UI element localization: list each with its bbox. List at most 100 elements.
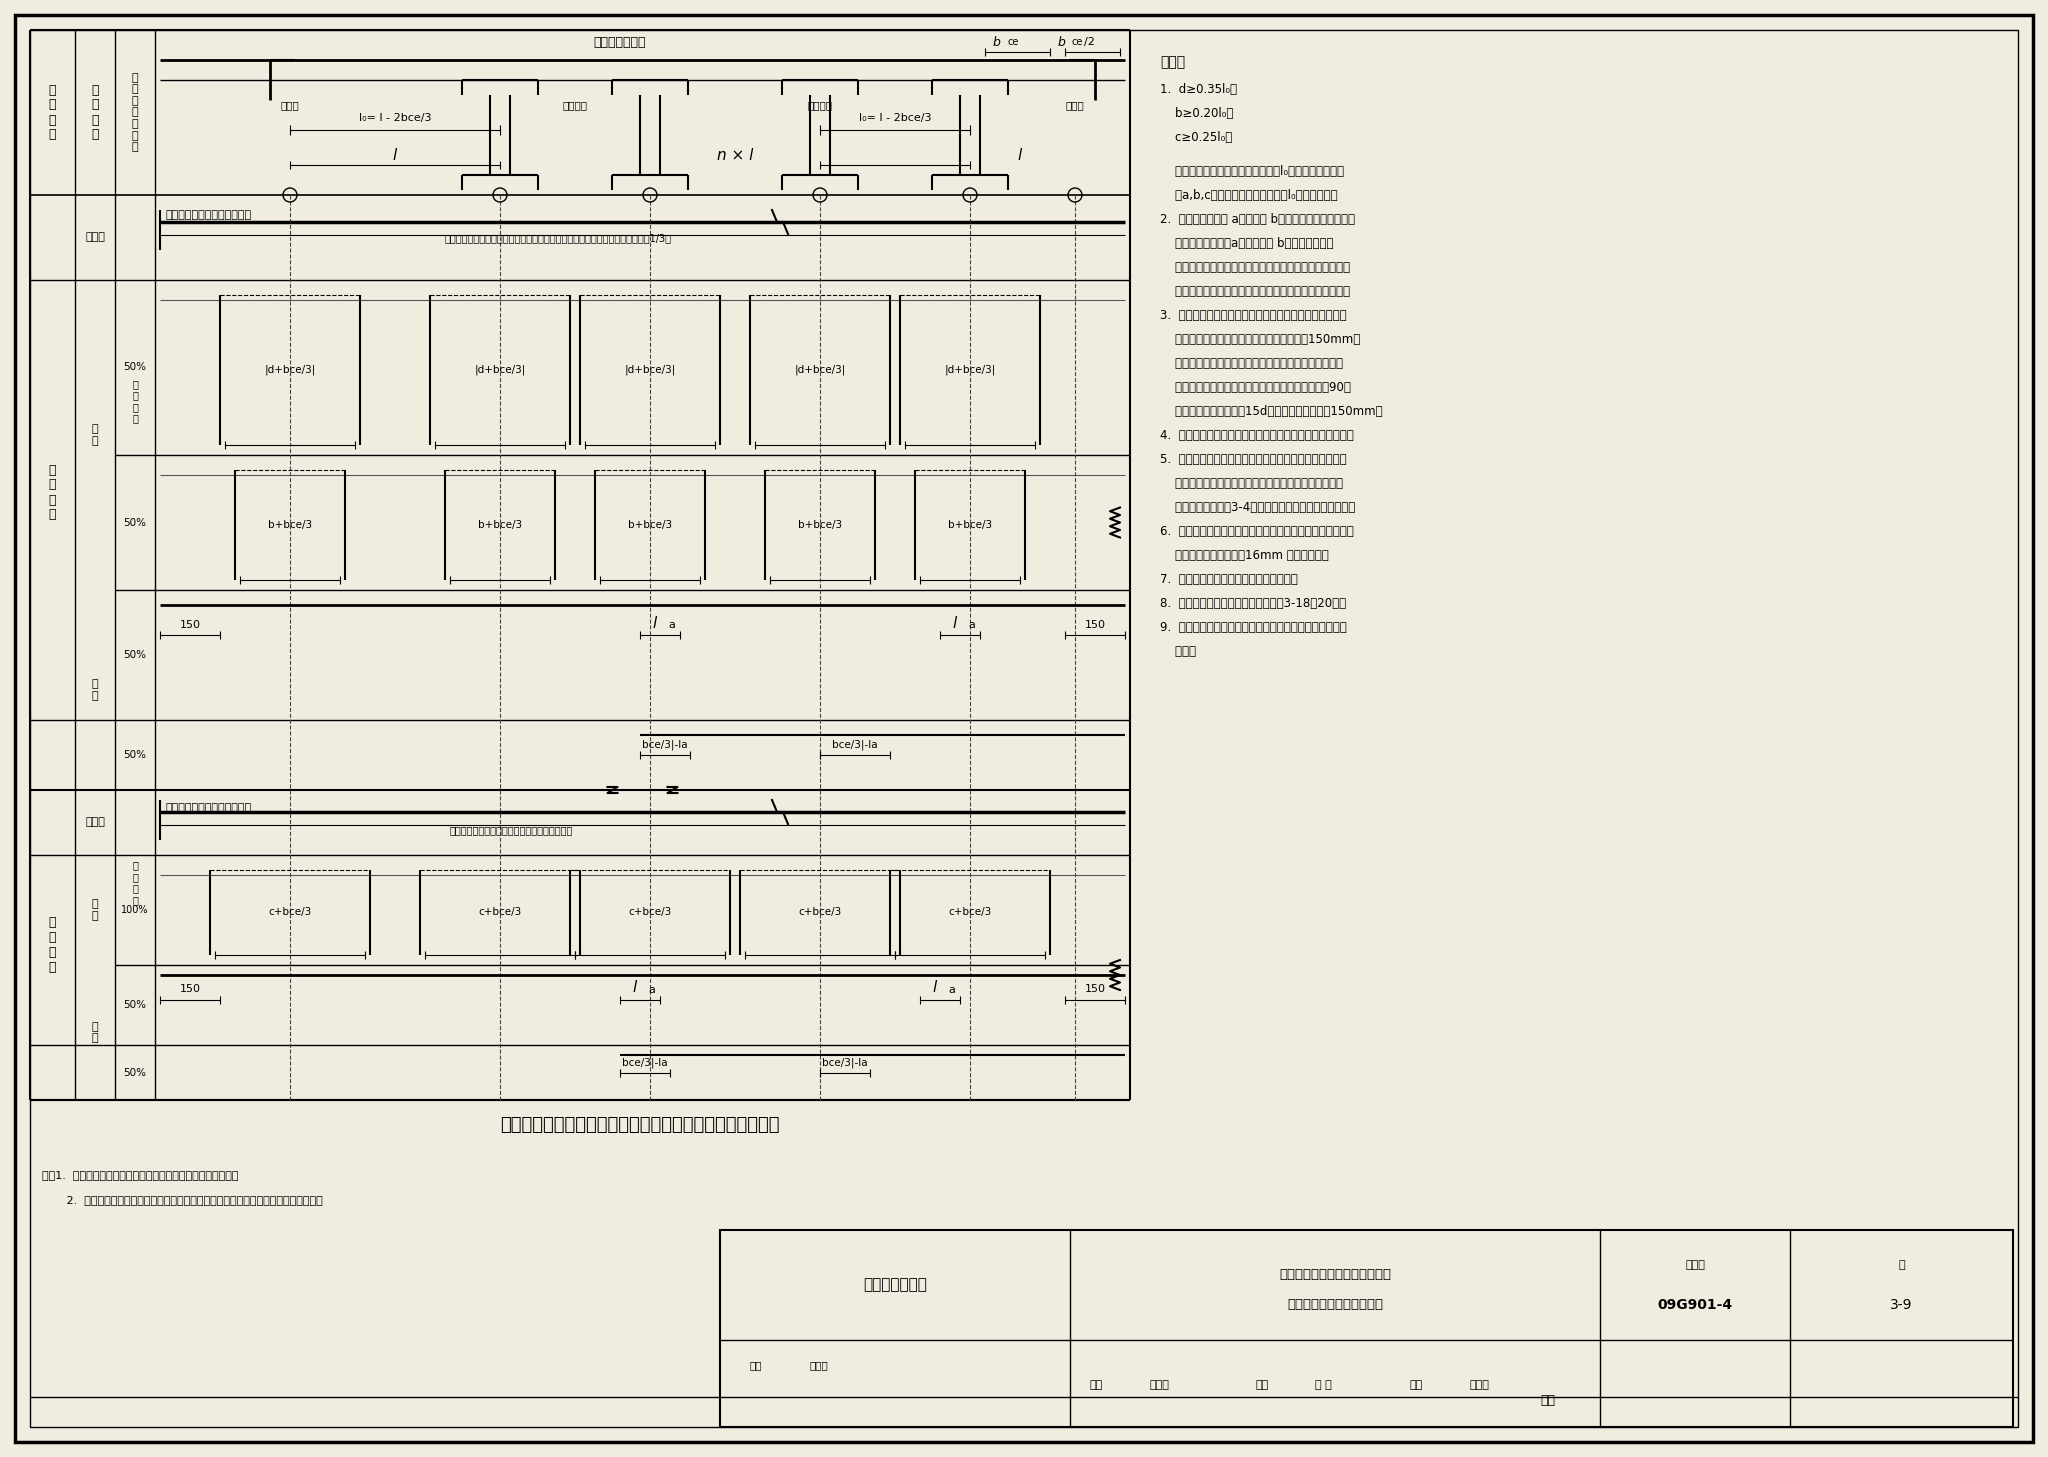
Text: c+bce/3: c+bce/3 [629,908,672,918]
Text: c+bce/3: c+bce/3 [948,908,991,918]
Text: 150: 150 [1085,621,1106,629]
Text: 各种板带底部伸入与不伸入支坐的钉筋间隔布置。底部筋: 各种板带底部伸入与不伸入支坐的钉筋间隔布置。底部筋 [1159,261,1350,274]
Text: 5.  边支坐有棁的无棁板，在外角顶部沿对角线方向和外角: 5. 边支坐有棁的无棁板，在外角顶部沿对角线方向和外角 [1159,453,1348,466]
Text: 50%: 50% [123,650,147,660]
Text: 边跨板带顶部钉筋伸入边棁、墙、柱内的锄固长度不仅: 边跨板带顶部钉筋伸入边棁、墙、柱内的锄固长度不仅 [1159,357,1343,370]
Text: 150: 150 [1085,983,1106,994]
Text: 说明：: 说明： [1159,55,1186,68]
Text: 1.  d≥0.35l₀；: 1. d≥0.35l₀； [1159,83,1237,96]
Text: l: l [633,981,637,995]
Text: l: l [934,981,938,995]
Text: 中间支座: 中间支座 [563,101,588,109]
Text: |d+bce/3|: |d+bce/3| [944,364,995,376]
Text: 非
通
长
筋: 非 通 长 筋 [131,379,137,424]
Text: |d+bce/3|: |d+bce/3| [795,364,846,376]
Text: c+bce/3: c+bce/3 [799,908,842,918]
Text: 通长筋: 通长筋 [86,817,104,828]
Text: 板边缘横向通长钢筋（下同）: 板边缘横向通长钢筋（下同） [166,803,252,813]
Text: 板
带
类
别: 板 带 类 别 [49,83,55,141]
Text: 总数为单数，伸入支坐钉筋应比不伸入支坐钉筋多一根。: 总数为单数，伸入支坐钉筋应比不伸入支坐钉筋多一根。 [1159,286,1350,299]
Text: b+bce/3: b+bce/3 [629,520,672,530]
Text: 50%: 50% [123,1068,147,1078]
Text: 无梁楼盖现浇板: 无梁楼盖现浇板 [862,1278,928,1292]
Text: a: a [668,621,676,629]
Text: 顶
部: 顶 部 [92,424,98,446]
Text: |d+bce/3|: |d+bce/3| [625,364,676,376]
Text: 边支座: 边支座 [1065,101,1083,109]
Text: 底
部: 底 部 [92,1021,98,1043]
Text: 分离式钢筋排布构造示意图: 分离式钢筋排布构造示意图 [1286,1298,1382,1311]
Text: 弯折，其垂直段长度为15d；水平段长度不小于150mm。: 弯折，其垂直段长度为15d；水平段长度不小于150mm。 [1159,405,1382,418]
Text: 9.  本图所仅为板带分离式排布构造要求，实际配筋以设计: 9. 本图所仅为板带分离式排布构造要求，实际配筋以设计 [1159,621,1348,634]
Text: a: a [948,985,954,995]
Text: l: l [1018,147,1022,163]
Text: 50%: 50% [123,517,147,527]
Text: 柱上或跨中板带: 柱上或跨中板带 [594,35,647,48]
Text: b+bce/3: b+bce/3 [268,520,311,530]
Text: 7.  板的各方向底部应置于暗棁底筋之上。: 7. 板的各方向底部应置于暗棁底筋之上。 [1159,573,1298,586]
Text: 审核: 审核 [750,1359,762,1370]
Text: 柱
上
板
带: 柱 上 板 带 [49,463,55,522]
Text: ce: ce [1008,36,1020,47]
Text: 若某中间支坐左、右邻跨的净跨値l₀不相同，该支坐两: 若某中间支坐左、右邻跨的净跨値l₀不相同，该支坐两 [1159,165,1343,178]
Text: 09G901-4: 09G901-4 [1657,1298,1733,1311]
Text: 页: 页 [1898,1260,1905,1271]
Text: 姚 刚: 姚 刚 [1315,1380,1331,1390]
Text: 底部垂直于对角线方向各增配满足具体设计要求的受力: 底部垂直于对角线方向各增配满足具体设计要求的受力 [1159,476,1343,490]
Text: 6.  当各边跨板带支坐间无棁时，应在板带外边缘的上、下部: 6. 当各边跨板带支坐间无棁时，应在板带外边缘的上、下部 [1159,525,1354,538]
Text: 要满足具体设计値，且其水平段长度不小于150mm。: 要满足具体设计値，且其水平段长度不小于150mm。 [1159,334,1360,345]
Text: 苗继东: 苗继东 [1151,1380,1169,1390]
Text: 设计: 设计 [1409,1380,1423,1390]
Text: 50%: 50% [123,750,147,761]
Text: l: l [952,615,956,631]
Text: 抗震有柱帽柱上板带、跨中板带: 抗震有柱帽柱上板带、跨中板带 [1280,1269,1391,1282]
Text: 150: 150 [180,983,201,994]
Text: 审核: 审核 [1090,1380,1104,1390]
Text: a: a [969,621,975,629]
Text: bce/3|-la: bce/3|-la [643,740,688,750]
Text: b+bce/3: b+bce/3 [477,520,522,530]
Text: 4.  边跨板带悬挠时，顶部钉筋应勾住板边缘横向通长钉筋。: 4. 边跨板带悬挠时，顶部钉筋应勾住板边缘横向通长钉筋。 [1159,428,1354,441]
Text: 边支座: 边支座 [281,101,299,109]
Text: 跨
中
板
带: 跨 中 板 带 [49,916,55,973]
Text: 钉筋（见本图集第3-4页；无棁楼盖板外角附加钉筋）。: 钉筋（见本图集第3-4页；无棁楼盖板外角附加钉筋）。 [1159,501,1356,514]
Text: 钉筋总数为单数，a长度筋应比 b长度筋多一根。: 钉筋总数为单数，a长度筋应比 b长度筋多一根。 [1159,237,1333,251]
Text: 通长钢筋（或利用原有配筋拉通）数量见设计。: 通长钢筋（或利用原有配筋拉通）数量见设计。 [451,825,573,835]
Text: a: a [647,985,655,995]
Text: bce/3|-la: bce/3|-la [821,1058,868,1068]
Text: |d+bce/3|: |d+bce/3| [475,364,526,376]
Text: 中间支座: 中间支座 [807,101,831,109]
Text: |d+bce/3|: |d+bce/3| [264,364,315,376]
Text: 2.  非通长钉筋中的 a长度筋与 b长度筋间隔布置。非通长: 2. 非通长钉筋中的 a长度筋与 b长度筋间隔布置。非通长 [1159,213,1356,226]
Text: 非
通
长
筋: 非 通 长 筋 [131,860,137,905]
Text: bce/3|-la: bce/3|-la [623,1058,668,1068]
Text: ce: ce [1071,36,1083,47]
Text: 通长钢筋（或利用原有配筋拉通）数量见设计；且不少于板顶部钢筋总截面积的1/3。: 通长钢筋（或利用原有配筋拉通）数量见设计；且不少于板顶部钢筋总截面积的1/3。 [444,233,672,243]
Text: n × l: n × l [717,147,754,163]
Text: 要满足具体设计値，且应在板边缘横向钉筋外側做90度: 要满足具体设计値，且应在板边缘横向钉筋外側做90度 [1159,380,1352,393]
Text: b: b [991,35,999,48]
Text: l₀= l - 2bce/3: l₀= l - 2bce/3 [358,114,432,122]
Text: b+bce/3: b+bce/3 [799,520,842,530]
Text: 海明: 海明 [1540,1393,1554,1406]
Text: 图集号: 图集号 [1686,1260,1704,1271]
Text: b+bce/3: b+bce/3 [948,520,991,530]
Text: 顶
部: 顶 部 [92,899,98,921]
Text: 旁a,b,c値均应按两净跨中较大的l₀値计算确定。: 旁a,b,c値均应按两净跨中较大的l₀値计算确定。 [1159,189,1337,203]
Text: 通长筋: 通长筋 [86,233,104,242]
Text: 2.  在柱与柱之间板块交界无支座的范围，板的虚拟支座定位及宽度尺寸以设计为准。: 2. 在柱与柱之间板块交界无支座的范围，板的虚拟支座定位及宽度尺寸以设计为准。 [43,1195,324,1205]
Text: 各设置一根直径不小于16mm 的通长钉筋。: 各设置一根直径不小于16mm 的通长钉筋。 [1159,549,1329,562]
Text: 不
同
钢
筋
配
筋
量: 不 同 钢 筋 配 筋 量 [131,73,139,153]
Text: 50%: 50% [123,1000,147,1010]
Text: bce/3|-la: bce/3|-la [831,740,879,750]
Bar [721,1230,2013,1426]
Text: c+bce/3: c+bce/3 [479,908,522,918]
Text: 50%: 50% [123,363,147,373]
Text: /2: /2 [1083,36,1096,47]
Text: 校对: 校对 [1255,1380,1268,1390]
Text: b≥0.20l₀；: b≥0.20l₀； [1159,106,1233,119]
Text: 150: 150 [180,621,201,629]
Text: 100%: 100% [121,905,150,915]
Text: 抗震有柱帽柱上板带、跨中板带分离式钢筋排布构造示意图: 抗震有柱帽柱上板带、跨中板带分离式钢筋排布构造示意图 [500,1116,780,1134]
Text: 张月明: 张月明 [1470,1380,1489,1390]
